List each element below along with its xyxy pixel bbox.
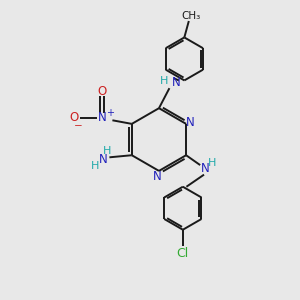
Text: −: −: [74, 121, 83, 131]
Text: +: +: [106, 107, 114, 118]
Text: N: N: [172, 76, 180, 89]
Text: H: H: [103, 146, 111, 156]
Text: H: H: [160, 76, 168, 86]
Text: Cl: Cl: [177, 247, 189, 260]
Text: CH₃: CH₃: [181, 11, 200, 21]
Text: N: N: [99, 153, 108, 166]
Text: H: H: [91, 161, 99, 171]
Text: O: O: [70, 111, 79, 124]
Text: N: N: [186, 116, 195, 129]
Text: O: O: [97, 85, 106, 98]
Text: N: N: [201, 162, 210, 175]
Text: H: H: [208, 158, 216, 168]
Text: N: N: [153, 170, 162, 183]
Text: N: N: [98, 111, 106, 124]
